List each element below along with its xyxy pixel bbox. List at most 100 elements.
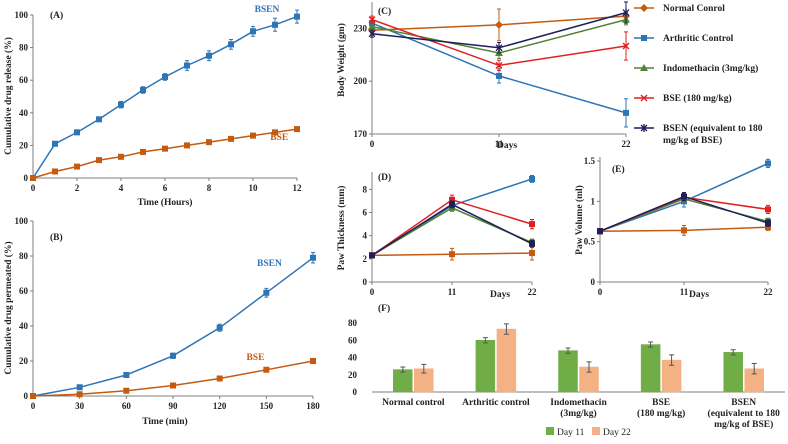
y-axis-label: Cumulative drug permeated (%) bbox=[3, 241, 14, 374]
data-point bbox=[206, 52, 212, 59]
legend-item-arthritic-control: Arthritic Control bbox=[634, 34, 734, 44]
data-point bbox=[123, 372, 130, 378]
y-tick-label: 100 bbox=[15, 10, 29, 20]
x-axis-label: Time (Hours) bbox=[138, 197, 193, 208]
data-point bbox=[250, 28, 256, 35]
data-point bbox=[123, 387, 130, 394]
bar-group-normal-control: Normal control bbox=[382, 363, 445, 408]
legend-marker bbox=[640, 4, 648, 12]
panel-label: (E) bbox=[612, 164, 625, 175]
y-tick-label: 1.5 bbox=[584, 156, 596, 166]
y-tick-label: 40 bbox=[348, 353, 358, 363]
y-tick-label: 40 bbox=[19, 108, 29, 118]
bar-day-11 bbox=[640, 344, 661, 393]
x-tick-label: 22 bbox=[622, 139, 632, 149]
series-line bbox=[32, 128, 298, 179]
data-point bbox=[140, 148, 146, 155]
error-bar bbox=[669, 354, 675, 366]
data-point bbox=[368, 16, 376, 24]
series-bse-180-mg-kg bbox=[368, 15, 630, 72]
panel-f: (F) 0 20 40 60 80 Normal control Arthritic cont… bbox=[348, 303, 785, 438]
category-label: BSEN bbox=[731, 398, 756, 408]
series-line bbox=[371, 203, 533, 257]
x-tick-label: 10 bbox=[249, 183, 259, 193]
data-point bbox=[765, 206, 771, 213]
data-point bbox=[74, 129, 80, 136]
data-point bbox=[96, 157, 102, 164]
legend-label: BSE (180 mg/kg) bbox=[663, 93, 732, 104]
bar-day-11 bbox=[558, 350, 578, 393]
category-label: mg/kg of BSE) bbox=[714, 419, 773, 430]
data-point bbox=[216, 324, 223, 331]
y-tick-label: 0 bbox=[24, 173, 29, 183]
y-tick-label: 230 bbox=[354, 23, 368, 33]
y-tick-label: 4 bbox=[363, 231, 368, 241]
legend-swatch-day-11 bbox=[546, 427, 554, 435]
data-point bbox=[765, 160, 771, 167]
data-point bbox=[623, 109, 629, 116]
panel-a: 0 20 40 60 80 100 0 2 4 6 8 10 12 (A) Time (Hours) Cumu… bbox=[3, 5, 302, 208]
x-tick-label: 11 bbox=[495, 139, 504, 149]
data-point bbox=[368, 29, 376, 38]
error-bar bbox=[400, 366, 406, 373]
series-label-bse: BSE bbox=[270, 133, 288, 143]
legend-marker bbox=[641, 35, 647, 41]
data-point bbox=[294, 13, 300, 20]
series-normal-conrol bbox=[369, 245, 535, 261]
series-line bbox=[32, 15, 298, 179]
series-normal-conrol bbox=[368, 8, 630, 42]
y-tick-label: 170 bbox=[354, 129, 368, 139]
x-tick-label: 0 bbox=[31, 401, 36, 411]
panel-d: 0 2 4 6 8 0 11 22 (D) Days Paw Thickness (mm) bbox=[336, 172, 537, 300]
data-point bbox=[495, 43, 503, 52]
data-point bbox=[597, 228, 603, 235]
y-tick-label: 8 bbox=[363, 184, 368, 194]
legend-label: Day 11 bbox=[557, 428, 585, 438]
data-point bbox=[162, 145, 168, 152]
x-tick-label: 12 bbox=[293, 183, 303, 193]
x-axis-label: Time (min) bbox=[142, 416, 187, 427]
y-tick-label: 80 bbox=[348, 318, 358, 328]
panel-b: 0 20 40 60 80 100 0 30 60 90 120 150 180 (B) Time (min… bbox=[3, 216, 320, 427]
data-point bbox=[30, 393, 36, 399]
error-bar bbox=[751, 363, 757, 375]
data-point bbox=[495, 20, 503, 29]
series-bse bbox=[30, 126, 300, 181]
bar-group-bse: BSE(180 mg/kg) bbox=[637, 341, 685, 419]
series-bsen-equivalent-to-180-mg-kg-of-bse bbox=[369, 200, 535, 259]
data-point bbox=[118, 153, 124, 160]
data-point bbox=[250, 132, 256, 139]
y-axis-label: Body Weight (gm) bbox=[336, 23, 347, 97]
legend-f: Day 11 Day 22 bbox=[546, 427, 631, 438]
data-point bbox=[263, 289, 270, 296]
legend: Normal Conrol Arthritic Control Indomethac… bbox=[634, 4, 763, 146]
error-bar bbox=[565, 347, 571, 354]
bar-group-indomethacin: Indomethacin(3mg/kg) bbox=[550, 347, 607, 419]
panel-label: (C) bbox=[378, 6, 391, 17]
data-point bbox=[52, 168, 58, 175]
data-point bbox=[30, 175, 36, 181]
data-point bbox=[449, 251, 455, 258]
legend-marker bbox=[640, 64, 648, 71]
x-tick-label: 180 bbox=[306, 401, 320, 411]
x-tick-label: 120 bbox=[213, 401, 227, 411]
series-line bbox=[32, 257, 314, 397]
data-point bbox=[681, 227, 687, 234]
legend-label: Day 22 bbox=[603, 428, 631, 438]
data-point bbox=[228, 41, 234, 48]
data-point bbox=[263, 366, 270, 373]
y-tick-label: 200 bbox=[354, 76, 368, 86]
legend-label: Indomethacin (3mg/kg) bbox=[663, 63, 758, 74]
series-label-bsen: BSEN bbox=[255, 5, 280, 15]
data-point bbox=[622, 8, 630, 17]
legend-marker bbox=[640, 124, 648, 132]
x-tick-label: 22 bbox=[764, 287, 774, 297]
legend-item-indomethacin-3mg-kg: Indomethacin (3mg/kg) bbox=[634, 63, 758, 74]
data-point bbox=[368, 22, 376, 30]
data-point bbox=[170, 352, 176, 359]
series-bsen-equivalent-to-180-mg-kg-of-bse bbox=[368, 1, 630, 54]
panel-e: 0 0.5 1 1.5 0 11 22 (E) Days Paw Volume (ml) bbox=[574, 156, 773, 300]
